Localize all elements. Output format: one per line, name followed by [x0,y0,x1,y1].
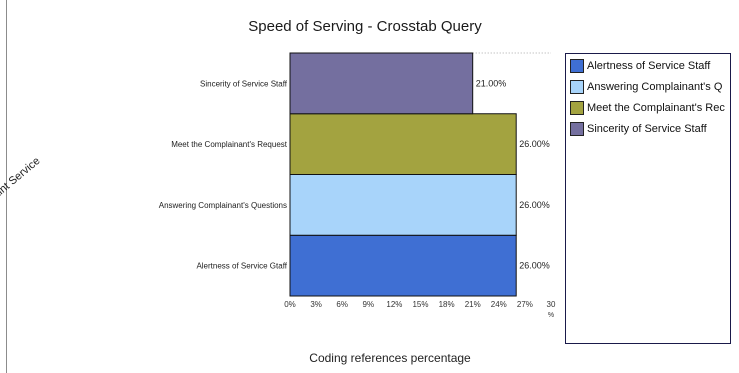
legend-item-meet: Meet the Complainant's Rec [570,99,728,117]
data-label-2: 26.00% [519,139,550,149]
x-tick-unit: % [548,312,554,319]
category-label-0: Alertness of Service Gtaff [196,262,287,271]
legend-item-answering: Answering Complainant's Q [570,78,728,96]
chart-title: Speed of Serving - Crosstab Query [248,18,482,35]
x-tick-label-7: 21% [465,300,481,309]
legend-label-meet: Meet the Complainant's Rec [587,102,725,114]
x-tick-label-3: 9% [363,300,375,309]
legend-label-sincerity: Sincerity of Service Staff [587,123,707,135]
category-label-2: Meet the Complainant's Request [171,140,288,149]
legend-swatch-meet [570,101,584,115]
x-tick-label-8: 24% [491,300,507,309]
x-tick-label-10: 30 [547,300,556,309]
x-tick-label-0: 0% [284,300,296,309]
x-tick-label-5: 15% [412,300,428,309]
legend-swatch-answering [570,80,584,94]
chart-legend: Alertness of Service Staff Answering Com… [565,53,731,344]
x-tick-label-4: 12% [386,300,402,309]
legend-item-alertness: Alertness of Service Staff [570,57,728,75]
x-axis-label: Coding references percentage [309,351,471,365]
bar-2 [289,113,517,175]
data-label-1: 26.00% [519,200,550,210]
x-tick-label-1: 3% [310,300,322,309]
left-border-line [6,0,7,373]
legend-swatch-sincerity [570,122,584,136]
legend-label-alertness: Alertness of Service Staff [587,60,711,72]
bar-3 [289,52,474,115]
legend-swatch-alertness [570,59,584,73]
data-label-0: 26.00% [519,261,550,271]
data-label-3: 21.00% [476,78,507,88]
x-tick-label-9: 27% [517,300,533,309]
bar-0 [289,234,517,297]
category-label-3: Sincerity of Service Staff [200,79,288,88]
x-tick-label-2: 6% [336,300,348,309]
bar-1 [289,174,517,236]
legend-item-sincerity: Sincerity of Service Staff [570,120,728,138]
category-label-1: Answering Complainant's Questions [159,201,287,210]
legend-label-answering: Answering Complainant's Q [587,81,723,93]
x-tick-label-6: 18% [439,300,455,309]
